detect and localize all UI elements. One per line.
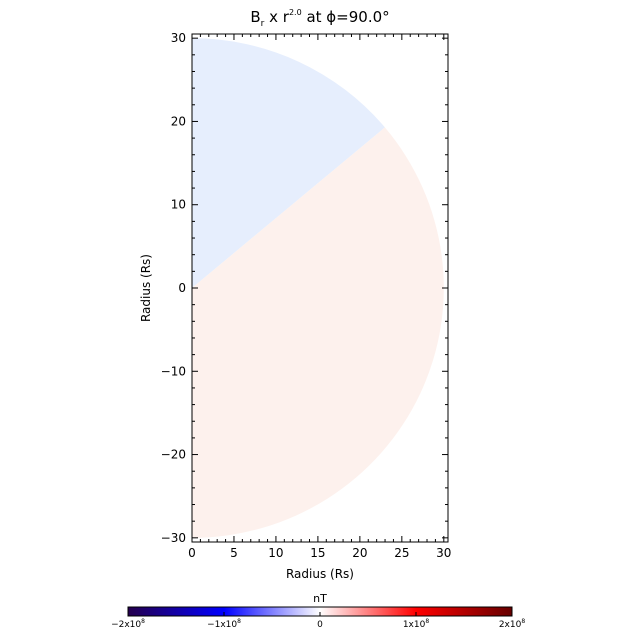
- x-tick-label: 30: [436, 546, 451, 560]
- colorbar-tick-label: 2x108: [499, 618, 526, 630]
- axis-ticks: [191, 34, 448, 542]
- region-positive-polarity: [192, 127, 444, 538]
- x-tick-label: 25: [394, 546, 409, 560]
- y-tick-label: 20: [171, 114, 186, 128]
- colorbar-tick-label: −2x108: [111, 618, 145, 630]
- colorbar-tick-label: −1x108: [207, 618, 241, 630]
- x-tick-label: 0: [188, 546, 196, 560]
- x-tick-label: 10: [268, 546, 283, 560]
- x-tick-label: 20: [352, 546, 367, 560]
- region-negative-polarity: [192, 38, 385, 288]
- colorbar-ticks: −2x108 −1x108 0 1x108 2x108: [111, 612, 525, 630]
- colorbar-label: nT: [313, 592, 327, 605]
- y-tick-label: 30: [171, 31, 186, 45]
- chart-title: Br x r2.0 at ϕ=90.0°: [250, 8, 389, 29]
- x-axis-label: Radius (Rs): [286, 567, 354, 581]
- y-axis-label: Radius (Rs): [139, 254, 153, 322]
- colorbar-tick-label: 0: [317, 620, 323, 630]
- y-tick-label: −20: [161, 448, 186, 462]
- y-tick-label: −30: [161, 531, 186, 545]
- y-tick-label: 0: [178, 281, 186, 295]
- x-tick-label: 5: [230, 546, 238, 560]
- axis-tick-labels: 0 5 10 15 20 25 30 30 20 10 0 −10 −20 −30: [161, 31, 452, 560]
- y-tick-label: 10: [171, 198, 186, 212]
- y-tick-label: −10: [161, 364, 186, 378]
- x-tick-label: 15: [310, 546, 325, 560]
- field-regions: [192, 38, 444, 538]
- colorbar-tick-label: 1x108: [403, 618, 430, 630]
